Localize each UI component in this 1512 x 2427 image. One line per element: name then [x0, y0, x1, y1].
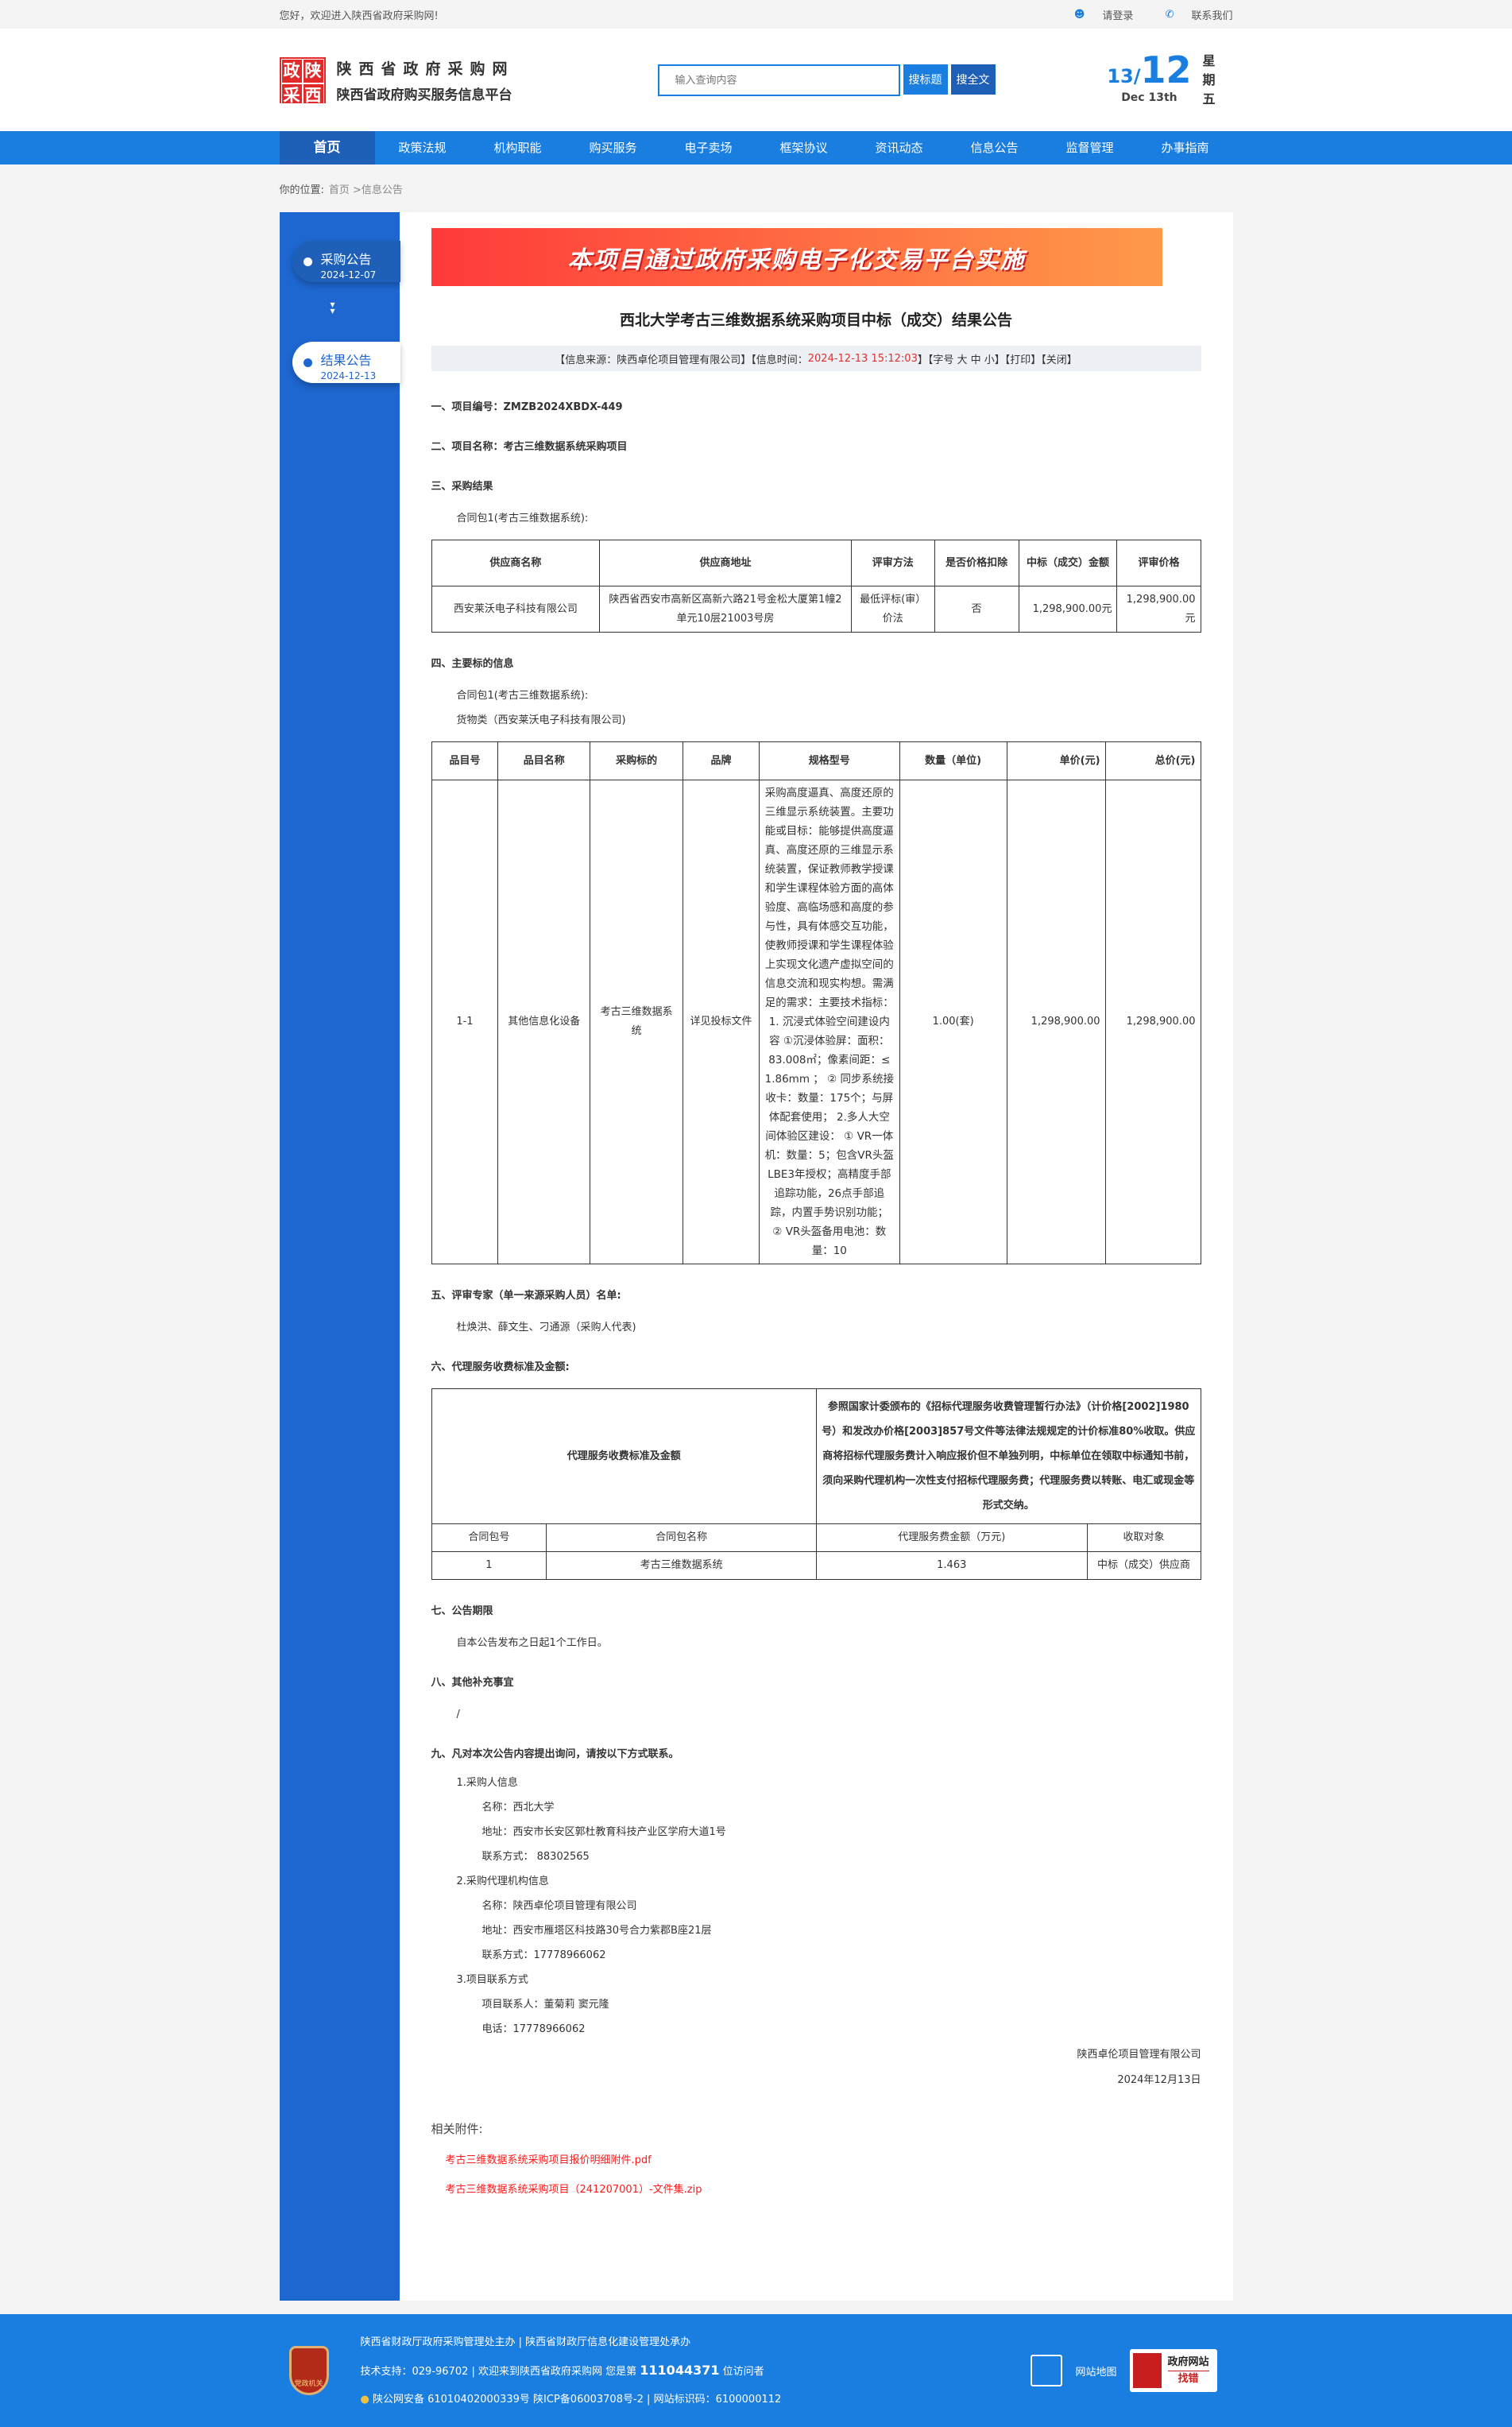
- nav-org[interactable]: 机构职能: [493, 141, 542, 155]
- main-nav: 首页 政策法规 机构职能 购买服务 电子卖场 框架协议 资讯动态 信息公告 监督…: [0, 131, 1512, 165]
- nav-notices[interactable]: 信息公告: [970, 141, 1019, 155]
- weekday: 星期五: [1202, 52, 1216, 106]
- user-icon: ☻: [1073, 8, 1085, 21]
- fee-table: 代理服务收费标准及金额 参照国家计委颁布的《招标代理服务收费管理暂行办法》（计价格…: [431, 1388, 1201, 1580]
- visitor-count: 111044371: [640, 2362, 720, 2378]
- attachment-link[interactable]: 考古三维数据系统采购项目（241207001）-文件集.zip: [445, 2184, 702, 2196]
- section-1: 一、项目编号：ZMZB2024XBDX-449: [431, 401, 623, 413]
- items-table: 品目号 品目名称 采购标的 品牌 规格型号 数量（单位) 单价(元) 总价(元) 1-1 其他信…: [431, 741, 1201, 1264]
- table-row: 1-1 其他信息化设备 考古三维数据系统 详见投标文件 采购高度逼真、高度还原的三维显示…: [431, 780, 1201, 1264]
- police-emblem-icon: ●: [360, 2393, 369, 2406]
- nav-news[interactable]: 资讯动态: [875, 141, 923, 155]
- search-bar: 搜标题 搜全文: [657, 64, 996, 96]
- date-display: 13/12 Dec 13th 星期五: [1107, 52, 1216, 109]
- search-fulltext-button[interactable]: 搜全文: [950, 64, 996, 95]
- section-8: 八、其他补充事宜: [431, 1677, 514, 1689]
- sidebar: 采购公告 2024-12-07 ▾ ▾ 结果公告 2024-12-13: [279, 212, 400, 2301]
- info-bar: 【信息来源：陕西卓伦项目管理有限公司】【信息时间： 2024-12-13 15:1…: [431, 346, 1201, 371]
- site-logo[interactable]: 政陕采西: [279, 56, 326, 108]
- contact-link[interactable]: ✆ 联系我们: [1165, 8, 1233, 22]
- result-table: 供应商名称 供应商地址 评审方法 是否价格扣除 中标（成交）金额 评审价格 西安莱沃电子科…: [431, 540, 1201, 633]
- section-5: 五、评审专家（单一来源采购人员）名单:: [431, 1290, 621, 1302]
- magnifier-icon: [1132, 2353, 1162, 2388]
- article: 本项目通过政府采购电子化交易平台实施 西北大学考古三维数据系统采购项目中标（成交…: [400, 212, 1233, 2301]
- attachment-link[interactable]: 考古三维数据系统采购项目报价明细附件.pdf: [445, 2154, 652, 2166]
- phone-icon: ✆: [1165, 8, 1174, 21]
- section-3: 三、采购结果: [431, 481, 493, 493]
- nav-home[interactable]: 首页: [279, 131, 375, 165]
- section-4: 四、主要标的信息: [431, 658, 514, 670]
- report-error-button[interactable]: 政府网站 找错: [1129, 2349, 1217, 2392]
- section-6: 六、代理服务收费标准及金额:: [431, 1361, 570, 1373]
- arrow-down-icon: ▾ ▾: [330, 299, 335, 316]
- section-2: 二、项目名称：考古三维数据系统采购项目: [431, 441, 628, 453]
- sitemap-link[interactable]: 网站地图: [1075, 2366, 1117, 2379]
- table-row: 西安莱沃电子科技有限公司 陕西省西安市高新区高新六路21号金松大厦第1幢2单元10…: [431, 586, 1201, 633]
- breadcrumb-path[interactable]: 首页 >信息公告: [328, 184, 403, 196]
- attachments-label: 相关附件:: [431, 2122, 483, 2136]
- search-input[interactable]: [657, 64, 900, 96]
- login-link[interactable]: ☻ 请登录: [1073, 8, 1134, 22]
- nav-emall[interactable]: 电子卖场: [684, 141, 733, 155]
- sidebar-item-purchase-notice[interactable]: 采购公告 2024-12-07: [292, 241, 400, 282]
- footer: 党政机关 陕西省财政厅政府采购管理处主办 | 陕西省财政厅信息化建设管理处承办 …: [0, 2314, 1512, 2427]
- nav-framework[interactable]: 框架协议: [779, 141, 828, 155]
- site-name: 陕西省政府采购网: [336, 60, 515, 78]
- site-subtitle: 陕西省政府购买服务信息平台: [336, 87, 512, 103]
- table-row: 1 考古三维数据系统 1.463 中标（成交）供应商: [431, 1551, 1201, 1580]
- section-9: 九、凡对本次公告内容提出询问，请按以下方式联系。: [431, 1748, 679, 1760]
- welcome-text: 您好，欢迎进入陕西省政府采购网!: [279, 10, 439, 22]
- banner: 本项目通过政府采购电子化交易平台实施: [431, 228, 1162, 286]
- sidebar-item-result-notice[interactable]: 结果公告 2024-12-13: [292, 342, 400, 383]
- breadcrumb: 你的位置: 首页 >信息公告: [280, 165, 1233, 212]
- nav-policy[interactable]: 政策法规: [398, 141, 447, 155]
- search-title-button[interactable]: 搜标题: [903, 64, 948, 95]
- nav-supervision[interactable]: 监督管理: [1065, 141, 1114, 155]
- party-gov-badge-icon[interactable]: 党政机关: [288, 2346, 329, 2395]
- signature-date: 2024年12月13日: [1117, 2074, 1201, 2086]
- nav-guide[interactable]: 办事指南: [1161, 141, 1209, 155]
- top-bar: 您好，欢迎进入陕西省政府采购网! ☻ 请登录 ✆ 联系我们: [0, 0, 1512, 29]
- page-title: 西北大学考古三维数据系统采购项目中标（成交）结果公告: [619, 312, 1012, 329]
- nav-purchase-service[interactable]: 购买服务: [589, 141, 637, 155]
- signature: 陕西卓伦项目管理有限公司: [1077, 2049, 1201, 2061]
- spec-cell: 采购高度逼真、高度还原的三维显示系统装置。主要功能或目标：能够提供高度逼真、高度…: [758, 780, 900, 1264]
- sitemap-icon[interactable]: [1031, 2355, 1063, 2386]
- section-7: 七、公告期限: [431, 1605, 493, 1617]
